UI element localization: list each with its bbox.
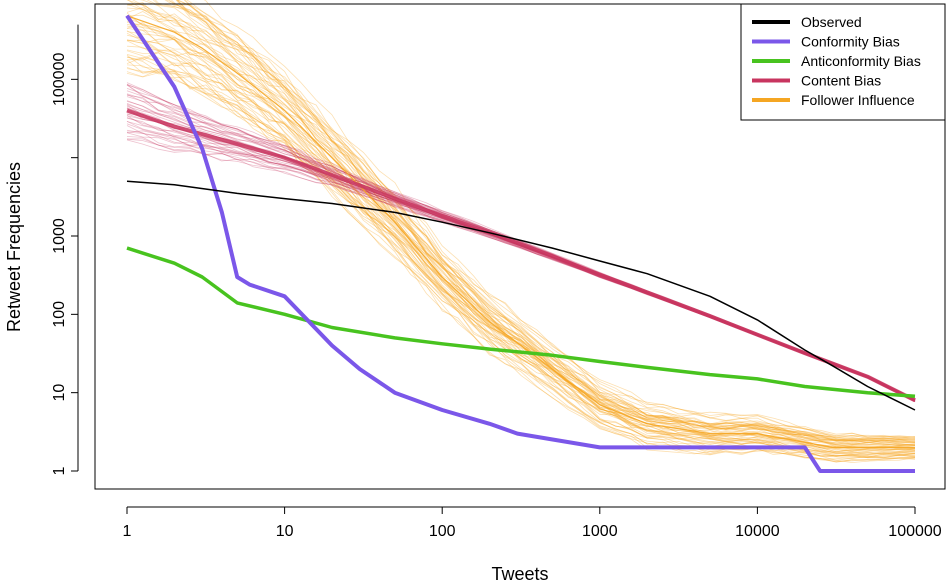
follower-influence-run [186, 0, 916, 449]
follower-influence-run [164, 0, 916, 453]
series-line-follower-influence [126, 15, 915, 448]
x-tick-label: 10 [276, 523, 294, 540]
follower-influence-run [126, 67, 915, 460]
follower-influence-run [175, 0, 916, 448]
follower-influence-run [126, 30, 916, 444]
series-line-observed [126, 180, 916, 411]
follower-influence-run [126, 28, 916, 442]
follower-influence-run [203, 0, 916, 439]
follower-influence-run [176, 0, 916, 457]
follower-influence-run [126, 38, 916, 440]
follower-influence-run [177, 0, 916, 445]
legend-label: Follower Influence [801, 92, 915, 108]
follower-influence-run [146, 0, 916, 444]
follower-influence-run [126, 50, 916, 445]
series-line-content-bias [126, 108, 916, 403]
follower-influence-run [126, 11, 916, 444]
follower-influence-run [126, 7, 916, 438]
x-tick-label: 1000 [582, 523, 618, 540]
follower-influence-run [126, 39, 916, 452]
content-bias-run [126, 107, 916, 402]
follower-influence-run [126, 32, 916, 463]
x-axis-title: Tweets [491, 564, 548, 584]
plot-frame [94, 3, 946, 490]
y-axis: 1 10 100 1000 100000 [51, 24, 79, 475]
follower-influence-run [139, 0, 916, 447]
legend-label: Conformity Bias [801, 34, 900, 50]
follower-influence-run [126, 72, 916, 439]
follower-influence-run [165, 0, 916, 438]
follower-influence-run [126, 45, 916, 460]
follower-influence-run [126, 64, 916, 454]
follower-influence-run [126, 56, 916, 462]
follower-influence-run [126, 22, 916, 453]
content-bias-run [126, 107, 916, 402]
follower-influence-run [126, 49, 916, 441]
follower-influence-run [126, 40, 916, 454]
y-tick-label: 100000 [51, 53, 68, 106]
follower-influence-run [126, 17, 915, 446]
x-tick-label: 1 [123, 523, 132, 540]
y-tick-label: 1 [51, 466, 68, 475]
follower-influence-run [177, 0, 916, 440]
follower-influence-run [126, 50, 916, 458]
follower-influence-run [126, 4, 915, 444]
follower-influence-run [126, 22, 916, 444]
follower-influence-run [168, 0, 915, 446]
series-line-anticonformity-bias [126, 246, 916, 399]
y-tick-label: 100 [51, 301, 68, 328]
y-axis-title: Retweet Frequencies [4, 162, 24, 332]
follower-influence-run [126, 14, 916, 449]
y-tick-label: 1000 [51, 218, 68, 254]
series-line-conformity-bias [125, 14, 915, 473]
x-tick-label: 100 [429, 523, 456, 540]
follower-influence-run [126, 59, 916, 446]
follower-influence-run [126, 56, 916, 464]
legend: Observed Conformity Bias Anticonformity Bi… [740, 3, 946, 121]
legend-label: Content Bias [801, 73, 881, 89]
x-tick-label: 100000 [888, 523, 941, 540]
follower-influence-run [126, 23, 916, 463]
follower-influence-run [175, 0, 916, 438]
follower-influence-run [152, 0, 915, 443]
legend-label: Observed [801, 14, 862, 30]
follower-influence-run [126, 51, 916, 442]
follower-influence-run [132, 0, 916, 446]
legend-label: Anticonformity Bias [801, 53, 921, 69]
follower-influence-run [184, 0, 915, 461]
follower-influence-run [183, 0, 916, 449]
content-bias-run [126, 139, 916, 402]
x-axis: 1 10 100 1000 10000 100000 [123, 506, 942, 540]
x-tick-label: 10000 [735, 523, 780, 540]
follower-influence-run [126, 7, 916, 443]
y-tick-label: 10 [51, 384, 68, 402]
series-lines [125, 14, 916, 473]
follower-influence-run [126, 68, 916, 449]
